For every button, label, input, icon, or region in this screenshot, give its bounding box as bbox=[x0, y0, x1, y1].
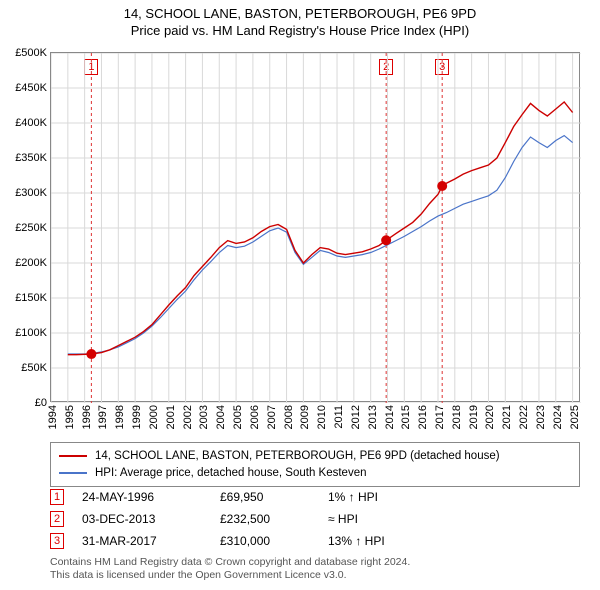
y-axis-tick-label: £250K bbox=[15, 222, 47, 234]
event-row: 3 31-MAR-2017 £310,000 13% ↑ HPI bbox=[50, 530, 580, 552]
legend-swatch bbox=[59, 455, 87, 457]
x-axis-tick-label: 2001 bbox=[165, 405, 177, 429]
event-badge: 3 bbox=[50, 533, 64, 549]
x-axis-tick-label: 2010 bbox=[316, 405, 328, 429]
event-diff: ≈ HPI bbox=[328, 512, 448, 526]
x-axis-tick-label: 2012 bbox=[350, 405, 362, 429]
event-row: 1 24-MAY-1996 £69,950 1% ↑ HPI bbox=[50, 486, 580, 508]
y-axis-tick-label: £400K bbox=[15, 117, 47, 129]
attribution-line: This data is licensed under the Open Gov… bbox=[50, 569, 580, 582]
event-date: 31-MAR-2017 bbox=[82, 534, 202, 548]
event-row: 2 03-DEC-2013 £232,500 ≈ HPI bbox=[50, 508, 580, 530]
x-axis-tick-label: 2013 bbox=[367, 405, 379, 429]
event-date: 24-MAY-1996 bbox=[82, 490, 202, 504]
event-marker-dot bbox=[382, 236, 391, 245]
events-table: 1 24-MAY-1996 £69,950 1% ↑ HPI 2 03-DEC-… bbox=[50, 486, 580, 552]
x-axis-tick-label: 2016 bbox=[417, 405, 429, 429]
y-axis-tick-label: £50K bbox=[21, 362, 47, 374]
x-axis-tick-label: 2018 bbox=[451, 405, 463, 429]
y-axis-tick-label: £200K bbox=[15, 257, 47, 269]
x-axis-tick-label: 1999 bbox=[131, 405, 143, 429]
event-badge: 2 bbox=[50, 511, 64, 527]
legend-label: 14, SCHOOL LANE, BASTON, PETERBOROUGH, P… bbox=[95, 450, 500, 462]
event-marker-dot bbox=[438, 182, 447, 191]
x-axis-tick-label: 2015 bbox=[400, 405, 412, 429]
legend-label: HPI: Average price, detached house, Sout… bbox=[95, 467, 367, 479]
legend-item-hpi: HPI: Average price, detached house, Sout… bbox=[59, 464, 571, 481]
x-axis-tick-label: 2023 bbox=[535, 405, 547, 429]
x-axis-tick-label: 1998 bbox=[114, 405, 126, 429]
x-axis-tick-label: 2011 bbox=[333, 405, 345, 429]
event-date: 03-DEC-2013 bbox=[82, 512, 202, 526]
x-axis-tick-label: 1995 bbox=[64, 405, 76, 429]
event-marker-dot bbox=[87, 350, 96, 359]
x-axis-tick-label: 2022 bbox=[518, 405, 530, 429]
y-axis-tick-label: £150K bbox=[15, 292, 47, 304]
y-axis-tick-label: £300K bbox=[15, 187, 47, 199]
y-axis-tick-label: £450K bbox=[15, 82, 47, 94]
x-axis-tick-label: 2006 bbox=[249, 405, 261, 429]
title-subtitle: Price paid vs. HM Land Registry's House … bbox=[0, 23, 600, 38]
legend-swatch bbox=[59, 472, 87, 474]
x-axis-tick-label: 2024 bbox=[552, 405, 564, 429]
event-diff: 13% ↑ HPI bbox=[328, 534, 448, 548]
event-diff: 1% ↑ HPI bbox=[328, 490, 448, 504]
attribution: Contains HM Land Registry data © Crown c… bbox=[50, 556, 580, 582]
attribution-line: Contains HM Land Registry data © Crown c… bbox=[50, 556, 580, 569]
x-axis-tick-label: 2025 bbox=[569, 405, 581, 429]
event-badge: 1 bbox=[50, 489, 64, 505]
y-axis-tick-label: £500K bbox=[15, 47, 47, 59]
y-axis-tick-label: £100K bbox=[15, 327, 47, 339]
x-axis-tick-label: 2014 bbox=[384, 405, 396, 429]
chart-svg bbox=[51, 53, 581, 403]
x-axis-tick-label: 2021 bbox=[501, 405, 513, 429]
x-axis-tick-label: 2004 bbox=[215, 405, 227, 429]
chart-container: 14, SCHOOL LANE, BASTON, PETERBOROUGH, P… bbox=[0, 0, 600, 590]
x-axis-tick-label: 1996 bbox=[81, 405, 93, 429]
y-axis-tick-label: £0 bbox=[35, 397, 47, 409]
legend: 14, SCHOOL LANE, BASTON, PETERBOROUGH, P… bbox=[50, 442, 580, 487]
plot-area: £0£50K£100K£150K£200K£250K£300K£350K£400… bbox=[50, 52, 580, 402]
x-axis-tick-label: 2020 bbox=[484, 405, 496, 429]
x-axis-tick-label: 2005 bbox=[232, 405, 244, 429]
x-axis-tick-label: 2009 bbox=[299, 405, 311, 429]
y-axis-tick-label: £350K bbox=[15, 152, 47, 164]
titles: 14, SCHOOL LANE, BASTON, PETERBOROUGH, P… bbox=[0, 0, 600, 38]
x-axis-tick-label: 1994 bbox=[47, 405, 59, 429]
legend-item-price-paid: 14, SCHOOL LANE, BASTON, PETERBOROUGH, P… bbox=[59, 447, 571, 464]
x-axis-tick-label: 2007 bbox=[266, 405, 278, 429]
x-axis-tick-label: 2019 bbox=[468, 405, 480, 429]
event-price: £69,950 bbox=[220, 490, 310, 504]
x-axis-tick-label: 2003 bbox=[198, 405, 210, 429]
x-axis-tick-label: 2008 bbox=[283, 405, 295, 429]
x-axis-tick-label: 2017 bbox=[434, 405, 446, 429]
event-price: £232,500 bbox=[220, 512, 310, 526]
x-axis-tick-label: 2002 bbox=[182, 405, 194, 429]
x-axis-tick-label: 1997 bbox=[97, 405, 109, 429]
x-axis-tick-label: 2000 bbox=[148, 405, 160, 429]
title-address: 14, SCHOOL LANE, BASTON, PETERBOROUGH, P… bbox=[0, 6, 600, 21]
event-price: £310,000 bbox=[220, 534, 310, 548]
